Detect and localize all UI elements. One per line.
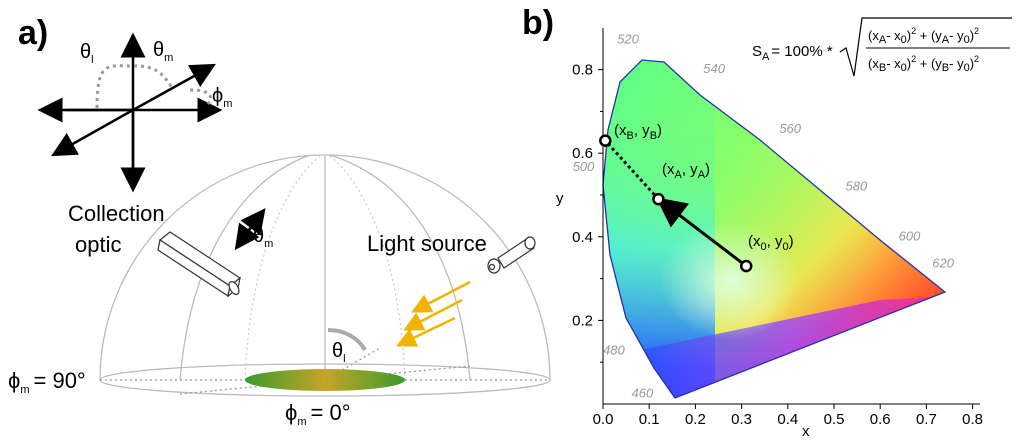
y-tick-label: 0.6 xyxy=(572,145,593,162)
phi-m-dashed-arc xyxy=(189,88,213,105)
collection-optic xyxy=(157,231,242,298)
phi-90-label: ϕm = 90° xyxy=(8,368,86,396)
collection-optic-label-2: optic xyxy=(75,232,121,257)
wavelength-label-480: 480 xyxy=(603,342,625,357)
sample-disk xyxy=(245,369,405,391)
coordinate-axes xyxy=(37,32,223,193)
panel-b-label: b) xyxy=(522,4,554,42)
data-point-xa xyxy=(652,192,665,206)
svg-text:(xA- x0)2 + (yA- y0)2: (xA- x0)2 + (yA- y0)2 xyxy=(868,26,979,46)
light-source xyxy=(487,236,536,274)
x-tick-label: 0.4 xyxy=(777,411,798,428)
theta-l-dashed-arc xyxy=(95,64,174,109)
phi-0-label: ϕm = 0° xyxy=(285,400,351,428)
x-tick-label: 0.3 xyxy=(731,411,752,428)
y-axis-label: y xyxy=(556,190,564,207)
y-tick-label: 0.2 xyxy=(572,312,593,329)
theta-l-label: θl xyxy=(332,340,346,365)
x-ticks: 0.0 0.1 0.2 0.3 0.4 0.5 0.6 0.7 0.8 xyxy=(593,404,983,428)
wavelength-label-520: 520 xyxy=(617,31,639,46)
x-tick-label: 0.1 xyxy=(639,411,660,428)
x-tick-label: 0.6 xyxy=(870,411,891,428)
dotted-xa-to-xb xyxy=(604,139,660,201)
wavelength-label-580: 580 xyxy=(846,178,868,193)
data-point-x0 xyxy=(739,259,753,273)
wavelength-label-540: 540 xyxy=(703,61,725,76)
data-point-xb xyxy=(599,134,612,147)
svg-text:SA= 100% *: SA = 100% * xyxy=(752,43,833,63)
wavelength-label-560: 560 xyxy=(779,121,801,136)
data-points xyxy=(599,134,753,273)
theta-l-symbol: θl xyxy=(80,41,94,66)
point-a-label: (xA, yA) xyxy=(662,161,710,181)
theta-m-symbol: θm xyxy=(153,39,173,64)
x-axis-label: x xyxy=(802,423,810,440)
y-tick-label: 0.4 xyxy=(572,229,593,246)
point-0-label: (x0, y0) xyxy=(748,233,794,253)
x-tick-label: 0.7 xyxy=(916,411,937,428)
light-rays xyxy=(395,280,471,347)
panel-a-label: a) xyxy=(18,14,48,52)
x-tick-label: 0.8 xyxy=(962,411,983,428)
theta-l-arc xyxy=(327,328,367,352)
theta-m-optic-label: θm xyxy=(253,225,273,250)
y-tick-label: 0.8 xyxy=(572,62,593,79)
hemisphere xyxy=(99,154,551,397)
x-tick-label: 0.2 xyxy=(685,411,706,428)
wavelength-labels: 460 480 500 520 540 560 580 600 620 xyxy=(573,31,955,400)
light-source-label: Light source xyxy=(367,231,487,256)
chart-axes xyxy=(602,28,980,405)
svg-text:(xB- x0)2 + (yB- y0)2: (xB- x0)2 + (yB- y0)2 xyxy=(868,54,979,74)
x-tick-label: 0.5 xyxy=(824,411,845,428)
collection-optic-label-1: Collection xyxy=(68,201,165,226)
point-b-label: (xB, yB) xyxy=(614,122,662,142)
y-ticks: 0.2 0.4 0.6 0.8 xyxy=(572,62,603,363)
wavelength-label-620: 620 xyxy=(932,255,954,270)
wavelength-label-500: 500 xyxy=(573,159,595,174)
formula: SA = 100% * (xA- x0)2 + (yA- y0)2 (xB- x0… xyxy=(752,17,1012,77)
rotate-arrow-down xyxy=(234,222,260,251)
wavelength-label-460: 460 xyxy=(632,385,654,400)
x-tick-label: 0.0 xyxy=(593,411,614,428)
arrow-x0-to-xa xyxy=(656,197,748,268)
phi-m-symbol: ϕm xyxy=(212,85,232,110)
wavelength-label-600: 600 xyxy=(899,229,921,244)
